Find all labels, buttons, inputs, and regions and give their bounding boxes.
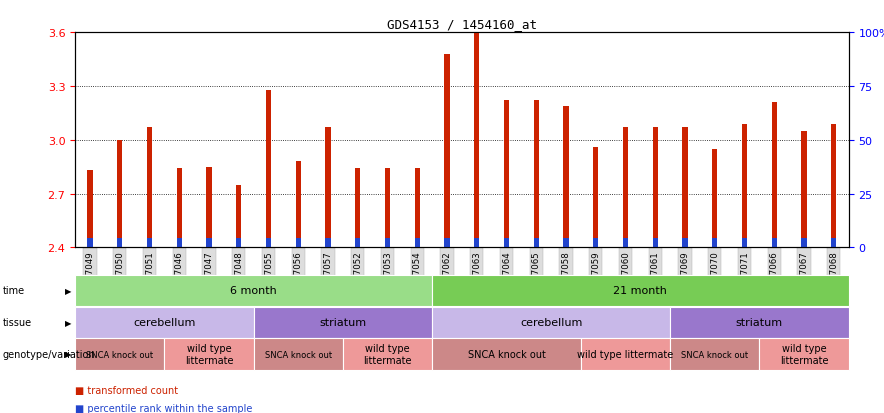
Bar [117, 239, 123, 248]
Bar [147, 128, 152, 248]
Bar [682, 128, 688, 248]
Text: SNCA knock out: SNCA knock out [682, 350, 749, 358]
Text: 21 month: 21 month [613, 285, 667, 296]
Bar [266, 239, 271, 248]
Bar [534, 239, 539, 248]
Bar [504, 239, 509, 248]
Bar [713, 150, 718, 248]
Text: wild type
littermate: wild type littermate [780, 343, 828, 365]
Bar [593, 239, 598, 248]
Bar [534, 101, 539, 248]
Text: ▶: ▶ [65, 350, 71, 358]
Bar [177, 169, 182, 248]
Text: ■ percentile rank within the sample: ■ percentile rank within the sample [75, 403, 253, 413]
Bar [415, 169, 420, 248]
Title: GDS4153 / 1454160_at: GDS4153 / 1454160_at [387, 17, 537, 31]
Bar [563, 239, 568, 248]
Bar [445, 239, 450, 248]
Bar [177, 239, 182, 248]
Bar [445, 55, 450, 248]
Bar [206, 239, 211, 248]
Bar [236, 185, 241, 248]
Text: wild type
littermate: wild type littermate [363, 343, 412, 365]
Bar [117, 140, 123, 248]
Text: SNCA knock out: SNCA knock out [87, 350, 153, 358]
Bar [593, 147, 598, 248]
Bar [474, 33, 479, 248]
Text: cerebellum: cerebellum [133, 317, 195, 328]
Text: genotype/variation: genotype/variation [3, 349, 95, 359]
Bar [355, 169, 361, 248]
Text: ▶: ▶ [65, 318, 71, 327]
Bar [742, 124, 747, 248]
Text: 6 month: 6 month [230, 285, 277, 296]
Bar [415, 239, 420, 248]
Text: striatum: striatum [735, 317, 783, 328]
Bar [236, 239, 241, 248]
Text: wild type littermate: wild type littermate [577, 349, 674, 359]
Text: wild type
littermate: wild type littermate [185, 343, 233, 365]
Bar [325, 128, 331, 248]
Bar [206, 167, 211, 248]
Bar [504, 101, 509, 248]
Bar [831, 239, 836, 248]
Bar [742, 239, 747, 248]
Bar [623, 128, 629, 248]
Bar [772, 239, 777, 248]
Text: tissue: tissue [3, 317, 32, 328]
Text: SNCA knock out: SNCA knock out [264, 350, 332, 358]
Bar [295, 239, 301, 248]
Bar [355, 239, 361, 248]
Bar [88, 239, 93, 248]
Bar [682, 239, 688, 248]
Bar [801, 239, 807, 248]
Bar [652, 239, 658, 248]
Bar [623, 239, 629, 248]
Bar [88, 171, 93, 248]
Text: time: time [3, 285, 25, 296]
Bar [801, 131, 807, 248]
Text: cerebellum: cerebellum [520, 317, 583, 328]
Text: SNCA knock out: SNCA knock out [468, 349, 545, 359]
Bar [831, 124, 836, 248]
Bar [295, 162, 301, 248]
Bar [652, 128, 658, 248]
Text: ▶: ▶ [65, 286, 71, 295]
Bar [713, 239, 718, 248]
Text: striatum: striatum [319, 317, 367, 328]
Bar [385, 239, 390, 248]
Bar [474, 239, 479, 248]
Bar [266, 90, 271, 248]
Text: ■ transformed count: ■ transformed count [75, 385, 179, 395]
Bar [563, 107, 568, 248]
Bar [385, 169, 390, 248]
Bar [147, 239, 152, 248]
Bar [772, 103, 777, 248]
Bar [325, 239, 331, 248]
